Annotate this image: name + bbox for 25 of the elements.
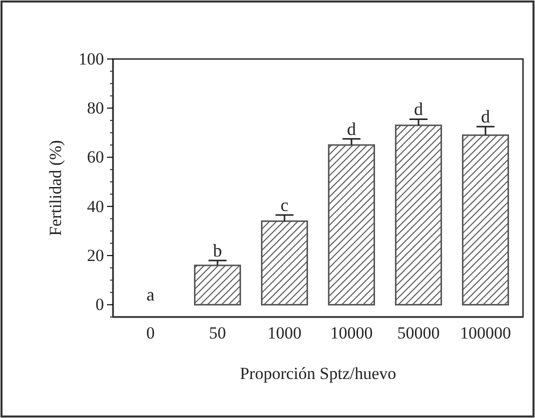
y-tick-label: 100: [78, 49, 104, 68]
y-tick-label: 40: [87, 196, 104, 216]
bar: [260, 220, 308, 306]
bar: [328, 144, 376, 306]
x-axis-title: Proporción Sptz/huevo: [240, 364, 396, 383]
x-tick-label: 10000: [330, 324, 373, 343]
y-tick-label: 20: [87, 246, 104, 266]
annotation: d: [480, 106, 490, 127]
y-tick-label: 0: [96, 295, 104, 314]
annotation: b: [213, 240, 222, 260]
y-tick-label: 80: [87, 98, 104, 118]
annotation: d: [346, 118, 356, 139]
y-tick-label: 60: [87, 148, 104, 167]
x-tick-label: 50: [209, 324, 226, 343]
bar: [462, 134, 510, 306]
bar: [394, 124, 442, 306]
x-tick-label: 1000: [268, 324, 302, 343]
annotation: a: [146, 284, 155, 305]
bar: [194, 264, 242, 306]
annotation: c: [280, 195, 289, 216]
x-tick-label: 50000: [397, 324, 440, 343]
x-tick-label: 100000: [460, 324, 511, 343]
x-tick-label: 0: [146, 324, 155, 343]
y-axis-title: Fertilidad (%): [46, 140, 65, 236]
annotation: d: [414, 99, 423, 120]
